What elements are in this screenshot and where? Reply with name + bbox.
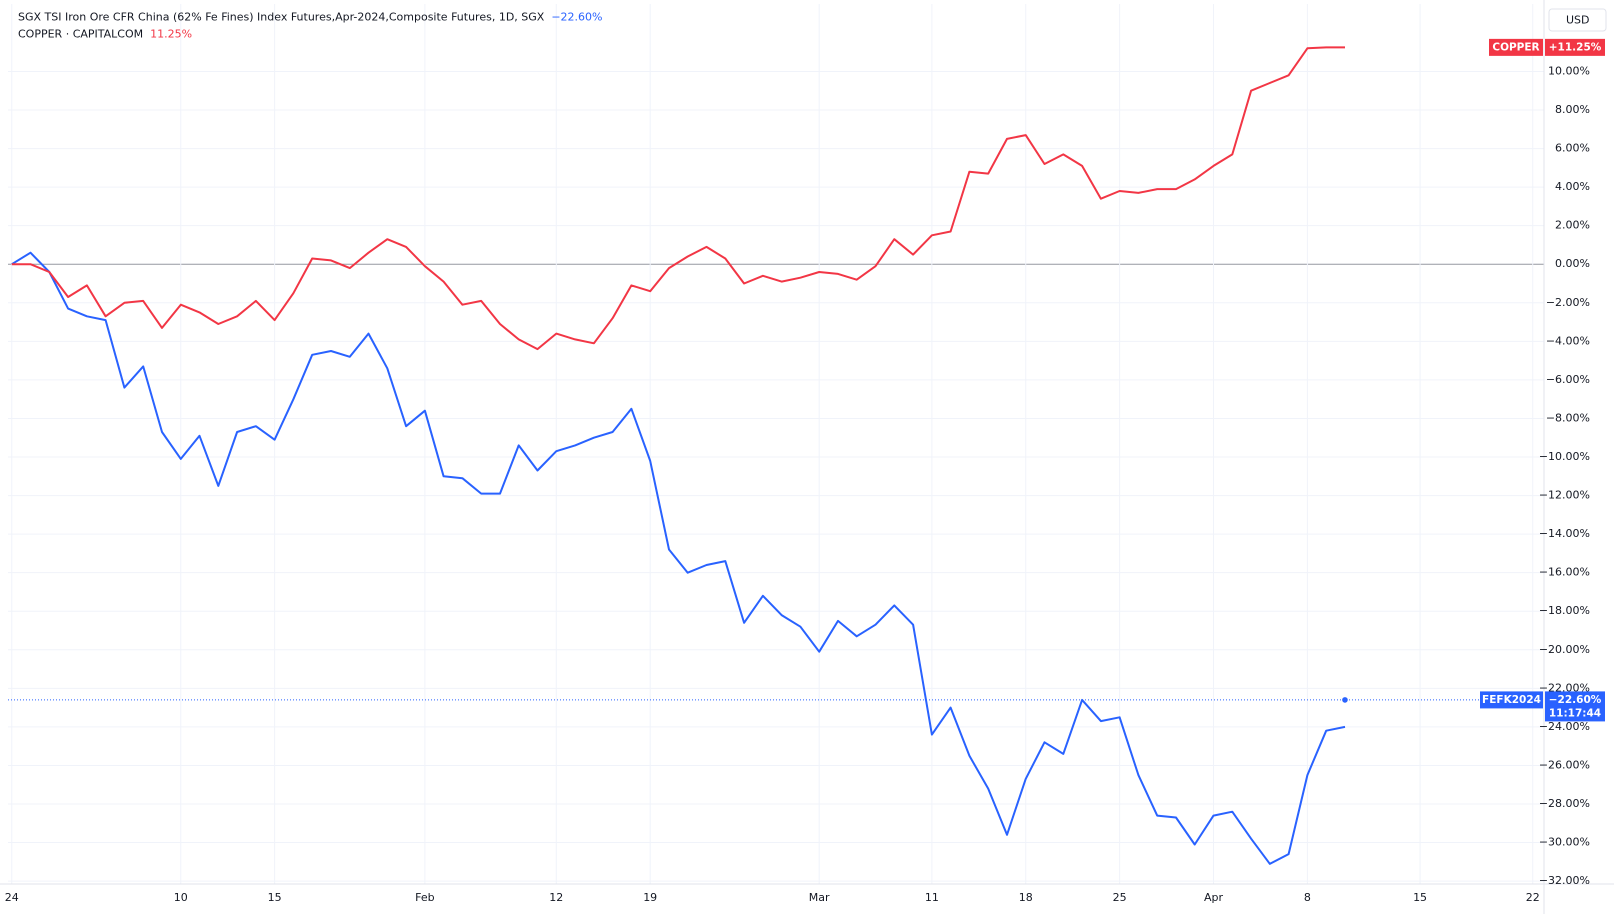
legend-entry[interactable]: SGX TSI Iron Ore CFR China (62% Fe Fines… bbox=[18, 11, 603, 24]
y-tick-label: −8.00% bbox=[1546, 411, 1590, 424]
x-tick-label: 12 bbox=[549, 891, 563, 904]
legend-name: COPPER · CAPITALCOM bbox=[18, 28, 143, 41]
y-tick-label: −12.00% bbox=[1539, 489, 1590, 502]
x-tick-label: 15 bbox=[1413, 891, 1427, 904]
x-tick-label: 11 bbox=[925, 891, 939, 904]
ticker-tag bbox=[1480, 691, 1543, 709]
x-tick-label: 24 bbox=[5, 891, 19, 904]
x-tick-label: 22 bbox=[1526, 891, 1540, 904]
ticker-label: FEFK2024 bbox=[1482, 694, 1541, 706]
y-tick-label: −2.00% bbox=[1546, 296, 1590, 309]
y-tick-label: −26.00% bbox=[1539, 758, 1590, 771]
y-tick-label: 0.00% bbox=[1555, 257, 1590, 270]
x-tick-label: Apr bbox=[1204, 891, 1224, 904]
y-tick-label: 10.00% bbox=[1548, 64, 1590, 77]
x-tick-label: 25 bbox=[1113, 891, 1127, 904]
y-tick-label: −22.00% bbox=[1539, 681, 1590, 694]
y-tick-label: 2.00% bbox=[1555, 219, 1590, 232]
ticker-label: COPPER bbox=[1492, 41, 1539, 53]
price-tag-label: +11.25% bbox=[1549, 41, 1602, 53]
y-tick-label: −6.00% bbox=[1546, 373, 1590, 386]
y-tick-label: 4.00% bbox=[1555, 180, 1590, 193]
x-tick-label: 10 bbox=[174, 891, 188, 904]
currency: USD bbox=[1566, 14, 1590, 27]
x-tick-label: 15 bbox=[268, 891, 282, 904]
legend: SGX TSI Iron Ore CFR China (62% Fe Fines… bbox=[18, 11, 603, 41]
y-tick-label: −14.00% bbox=[1539, 527, 1590, 540]
price-tag bbox=[1545, 38, 1605, 56]
grid bbox=[8, 4, 1544, 884]
x-tick-label: 18 bbox=[1019, 891, 1033, 904]
y-tick-label: −16.00% bbox=[1539, 566, 1590, 579]
last-price-dot bbox=[1342, 697, 1348, 703]
plot bbox=[8, 46, 1544, 865]
series-line bbox=[11, 251, 1346, 865]
price-tag bbox=[1545, 691, 1605, 722]
price-tag-label: −22.60% bbox=[1549, 694, 1602, 706]
y-tick-label: 6.00% bbox=[1555, 142, 1590, 155]
y-tick-label: −10.00% bbox=[1539, 450, 1590, 463]
series-line bbox=[11, 46, 1345, 351]
legend-entry[interactable]: COPPER · CAPITALCOM 11.25% bbox=[18, 28, 192, 41]
legend-change: 11.25% bbox=[150, 28, 192, 41]
y-tick-label: −18.00% bbox=[1539, 604, 1590, 617]
countdown: 11:17:44 bbox=[1549, 707, 1601, 719]
currency-box[interactable] bbox=[1548, 8, 1607, 32]
y-tick-label: −20.00% bbox=[1539, 643, 1590, 656]
y-tick-label: −28.00% bbox=[1539, 797, 1590, 810]
y-tick-label: −32.00% bbox=[1539, 874, 1590, 887]
legend-change: −22.60% bbox=[551, 11, 602, 24]
x-tick-label: 19 bbox=[643, 891, 657, 904]
y-tick-label: −24.00% bbox=[1539, 720, 1590, 733]
y-tick-label: −4.00% bbox=[1546, 334, 1590, 347]
x-tick-label: 8 bbox=[1304, 891, 1311, 904]
y-tick-label: 8.00% bbox=[1555, 103, 1590, 116]
ticker-tag bbox=[1489, 38, 1543, 56]
x-tick-label: Feb bbox=[415, 891, 434, 904]
legend-name: SGX TSI Iron Ore CFR China (62% Fe Fines… bbox=[18, 11, 545, 24]
y-tick-label: −30.00% bbox=[1539, 836, 1590, 849]
x-tick-label: Mar bbox=[809, 891, 830, 904]
axes: 10.00% 8.00% 6.00% 4.00% 2.00% 0.00% −2.00% −4.… bbox=[5, 38, 1605, 904]
